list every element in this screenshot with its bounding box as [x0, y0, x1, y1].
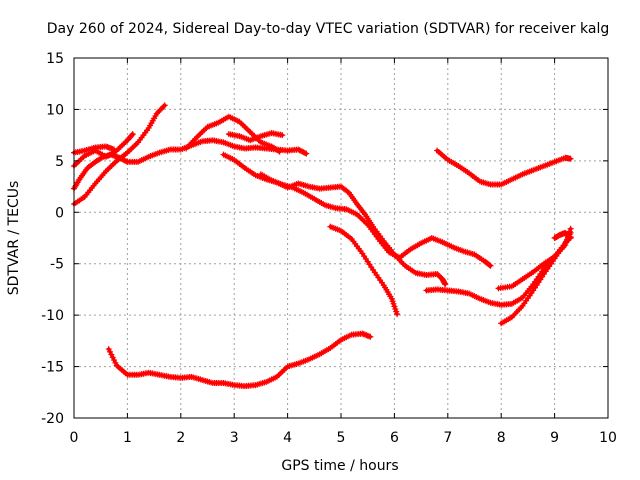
series-arc6	[225, 130, 286, 144]
data-point	[153, 110, 160, 117]
data-point	[108, 351, 115, 358]
data-point	[297, 147, 304, 154]
series-arc4	[71, 143, 118, 156]
data-point	[155, 109, 162, 116]
x-axis-label: GPS time / hours	[281, 458, 398, 474]
data-point	[299, 148, 306, 155]
x-tick-label: 2	[176, 430, 185, 446]
data-point	[563, 239, 570, 246]
y-tick-label: 0	[55, 205, 64, 221]
data-point	[160, 103, 167, 110]
data-point	[111, 357, 118, 364]
y-tick-label: 10	[46, 102, 64, 118]
series-arc13	[495, 225, 574, 292]
data-point	[394, 311, 401, 318]
data-point	[279, 132, 286, 139]
data-point	[116, 154, 123, 161]
data-point	[567, 235, 574, 241]
y-tick-label: -20	[41, 411, 64, 427]
chart-title: Day 260 of 2024, Sidereal Day-to-day VTE…	[47, 21, 609, 37]
data-point	[128, 132, 135, 139]
data-point	[303, 150, 310, 157]
series-arc7	[220, 151, 449, 288]
series-arc15	[105, 330, 374, 390]
data-point	[486, 262, 493, 269]
data-point	[159, 105, 166, 112]
data-point	[567, 225, 574, 232]
data-point	[442, 281, 449, 288]
grid-lines	[74, 58, 608, 418]
x-tick-label: 6	[390, 430, 399, 446]
x-tick-label: 3	[230, 430, 239, 446]
data-point	[301, 149, 308, 156]
y-tick-label: 5	[55, 154, 64, 170]
y-tick-label: -15	[41, 360, 64, 376]
data-point	[566, 234, 573, 241]
data-point	[105, 346, 112, 353]
data-point	[107, 348, 114, 355]
data-point	[296, 147, 303, 154]
y-tick-label: -10	[41, 308, 64, 324]
data-point	[119, 156, 126, 163]
data-point	[344, 188, 351, 195]
x-tick-label: 10	[599, 430, 617, 446]
y-axis-ticks: -20 -15 -10 -5 0 5 10 15	[41, 51, 608, 427]
series-trace	[106, 331, 373, 388]
data-point	[117, 155, 124, 162]
data-point	[111, 146, 118, 153]
x-tick-label: 4	[283, 430, 292, 446]
data-point	[112, 359, 119, 366]
x-tick-label: 7	[443, 430, 452, 446]
data-point	[161, 102, 168, 109]
series-arc5	[183, 113, 283, 155]
x-axis-ticks: 0 1 2 3 4 5 6 7 8 9 10	[70, 58, 617, 446]
series-arc9	[327, 223, 401, 318]
y-axis-label: SDTVAR / TECUs	[6, 181, 22, 296]
data-point	[123, 158, 130, 165]
data-point	[567, 155, 574, 162]
data-point	[300, 149, 307, 156]
data-point	[157, 106, 164, 113]
data-point	[120, 156, 127, 163]
x-tick-label: 0	[70, 430, 79, 446]
data-point	[129, 131, 136, 138]
series-arc14	[551, 229, 574, 241]
y-tick-label: 15	[46, 51, 64, 67]
data-point	[121, 157, 128, 164]
data-point	[276, 148, 283, 155]
data-points	[71, 102, 574, 390]
x-tick-label: 5	[337, 430, 346, 446]
data-point	[275, 147, 282, 154]
x-tick-label: 1	[123, 430, 132, 446]
data-point	[156, 107, 163, 114]
data-point	[487, 262, 494, 269]
series-arc8	[257, 171, 494, 269]
series-trace	[328, 224, 399, 316]
y-tick-label: -5	[50, 257, 64, 273]
x-tick-label: 9	[550, 430, 559, 446]
data-point	[109, 354, 116, 361]
data-point	[295, 146, 302, 153]
data-point	[367, 333, 374, 340]
data-point	[562, 242, 569, 249]
data-point	[566, 228, 573, 235]
x-tick-label: 8	[497, 430, 506, 446]
series-arc10	[434, 147, 574, 188]
